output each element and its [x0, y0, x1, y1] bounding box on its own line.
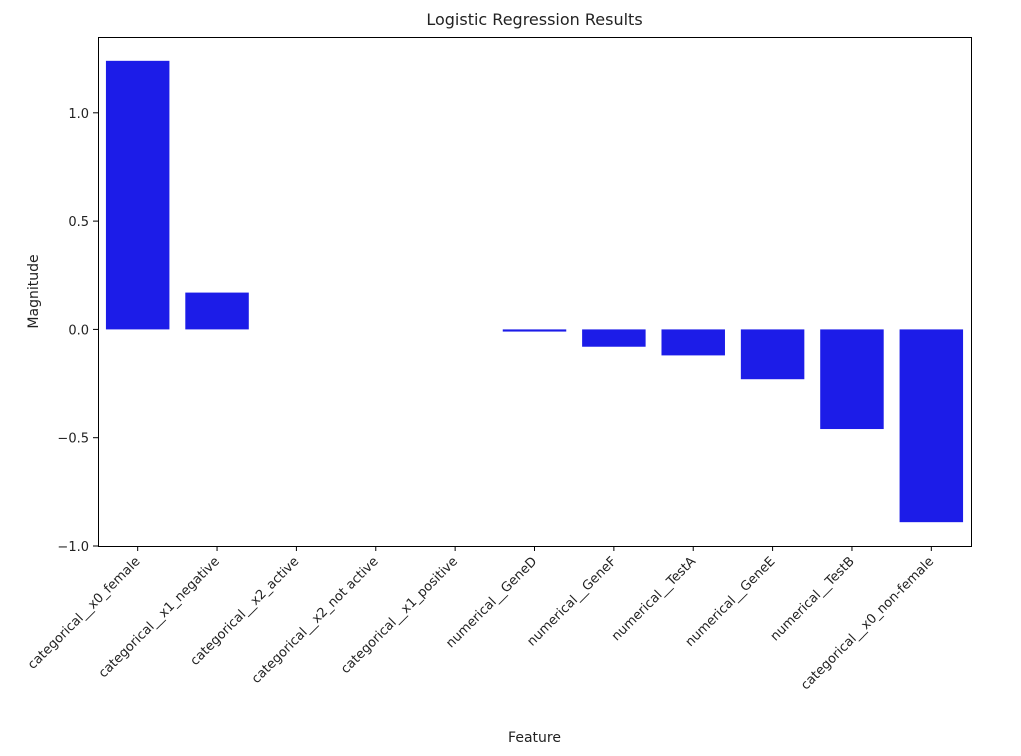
x-tick-label: numerical__TestB — [768, 554, 858, 644]
y-tick-label: 0.0 — [68, 323, 89, 338]
x-tick-label: numerical__GeneE — [683, 554, 779, 650]
bars-layer — [105, 60, 964, 523]
bar-1 — [185, 292, 249, 330]
bar-7 — [661, 329, 725, 356]
bar-9 — [820, 329, 884, 430]
y-axis: −1.0 −0.5 0.0 0.5 1.0 — [57, 107, 98, 555]
y-axis-label: Magnitude — [26, 254, 42, 328]
x-axis: categorical__x0_femalecategorical__x1_ne… — [25, 546, 937, 693]
y-tick-label: 1.0 — [68, 107, 89, 122]
x-axis-label: Feature — [508, 730, 561, 746]
x-tick-label: numerical__TestA — [609, 554, 699, 644]
bar-0 — [105, 60, 170, 330]
plot-frame — [98, 37, 972, 547]
x-tick-label: categorical__x0_non-female — [798, 554, 937, 693]
bar-6 — [582, 329, 646, 347]
x-tick-label: numerical__GeneF — [525, 554, 620, 649]
bar-10 — [899, 329, 964, 523]
x-tick-label: categorical__x2_not active — [249, 554, 382, 687]
y-tick-label: 0.5 — [68, 215, 89, 230]
bar-5 — [502, 329, 567, 332]
bar-8 — [740, 329, 805, 380]
y-tick-label: −1.0 — [57, 540, 89, 555]
y-tick-label: −0.5 — [57, 432, 89, 447]
chart-title: Logistic Regression Results — [426, 10, 642, 29]
